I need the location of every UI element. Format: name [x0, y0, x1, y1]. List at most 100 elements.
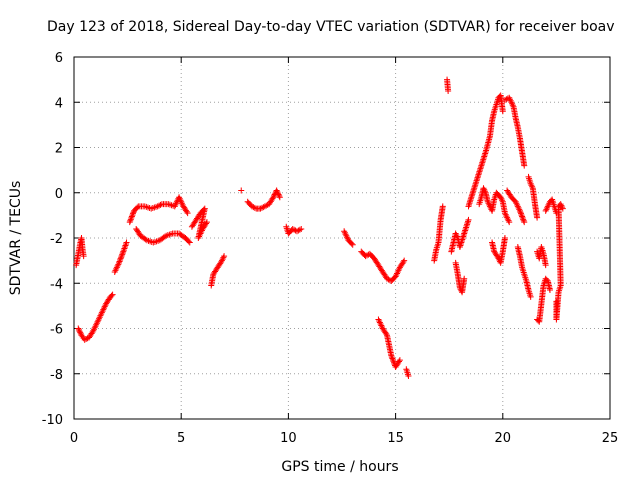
data-point [184, 210, 191, 217]
data-point [275, 191, 282, 198]
data-point [238, 187, 245, 194]
data-point [270, 194, 277, 201]
data-point [461, 275, 468, 282]
data-point [396, 357, 403, 364]
data-point [542, 262, 549, 269]
x-tick-label: 5 [177, 431, 185, 446]
data-point [76, 328, 83, 335]
data-points [73, 76, 566, 380]
y-tick-label: -2 [50, 232, 63, 247]
data-point [134, 204, 141, 211]
data-point [521, 162, 528, 169]
data-point [203, 220, 210, 227]
data-point [273, 187, 280, 194]
data-point [119, 249, 126, 256]
data-point [519, 213, 526, 220]
data-point [161, 233, 168, 240]
data-point [388, 352, 395, 359]
y-tick-label: 4 [55, 96, 63, 111]
data-point [349, 241, 356, 248]
data-point [405, 373, 412, 380]
data-point [401, 257, 408, 264]
y-tick-label: 0 [55, 187, 63, 202]
data-point [185, 238, 192, 245]
data-point [127, 217, 134, 224]
data-point [117, 257, 124, 264]
data-point [119, 251, 126, 258]
data-point [543, 276, 550, 283]
data-point [295, 227, 302, 234]
data-point [129, 212, 136, 219]
data-point [520, 216, 527, 223]
chart-title: Day 123 of 2018, Sidereal Day-to-day VTE… [47, 19, 615, 35]
data-point [128, 214, 135, 221]
data-point [80, 253, 87, 260]
data-point [274, 188, 281, 195]
data-point [183, 208, 190, 215]
data-point [521, 219, 528, 226]
data-point [439, 203, 446, 210]
data-point [445, 87, 452, 94]
x-tick-label: 20 [495, 431, 512, 446]
data-point [383, 330, 390, 337]
data-point [389, 355, 396, 362]
y-tick-label: -6 [50, 323, 63, 338]
data-point [251, 204, 258, 211]
data-point [126, 219, 133, 226]
y-axis-label: SDTVAR / TECUs [8, 181, 24, 296]
data-point [276, 194, 283, 201]
data-point [518, 212, 525, 219]
x-tick-label: 25 [602, 431, 619, 446]
plot-frame [73, 56, 611, 420]
x-tick-labels: 0 5 10 15 20 25 [70, 431, 618, 446]
data-point [109, 291, 116, 298]
data-point [518, 210, 525, 217]
data-point [128, 213, 135, 220]
y-tick-labels: -10 -8 -6 -4 -2 0 2 4 6 [42, 51, 63, 428]
data-point [276, 192, 283, 199]
data-point [77, 329, 84, 336]
data-point [116, 259, 123, 266]
data-point [388, 354, 395, 361]
data-point [501, 235, 508, 241]
data-point [506, 219, 513, 226]
data-point [75, 326, 82, 333]
y-tick-label: -10 [42, 413, 63, 428]
data-point [157, 201, 164, 208]
data-point [221, 253, 228, 260]
data-point [142, 236, 149, 243]
data-point [75, 325, 82, 332]
data-point [519, 214, 526, 221]
data-point [389, 356, 396, 363]
data-point [116, 258, 123, 265]
data-point [123, 239, 130, 246]
data-point [499, 108, 506, 115]
data-point [118, 252, 125, 259]
data-point [396, 358, 403, 365]
data-point [534, 214, 541, 221]
data-point [186, 239, 193, 246]
data-point [465, 216, 472, 223]
data-point [203, 219, 210, 226]
data-point [117, 255, 124, 262]
data-point [546, 287, 553, 294]
data-point [559, 205, 566, 212]
x-tick-label: 0 [70, 431, 78, 446]
data-point [274, 190, 281, 197]
y-tick-label: 2 [55, 142, 63, 157]
y-tick-label: -8 [50, 368, 63, 383]
x-tick-label: 10 [280, 431, 297, 446]
data-point [516, 207, 523, 214]
data-point [400, 258, 407, 265]
data-point [527, 293, 534, 300]
data-point [129, 210, 136, 217]
data-point [348, 240, 355, 247]
x-axis-label: GPS time / hours [281, 459, 398, 475]
data-point [520, 217, 527, 224]
data-point [296, 226, 303, 233]
data-point [271, 192, 278, 199]
grid-layer [74, 57, 610, 419]
y-tick-label: -4 [50, 277, 63, 292]
data-point [118, 254, 125, 261]
